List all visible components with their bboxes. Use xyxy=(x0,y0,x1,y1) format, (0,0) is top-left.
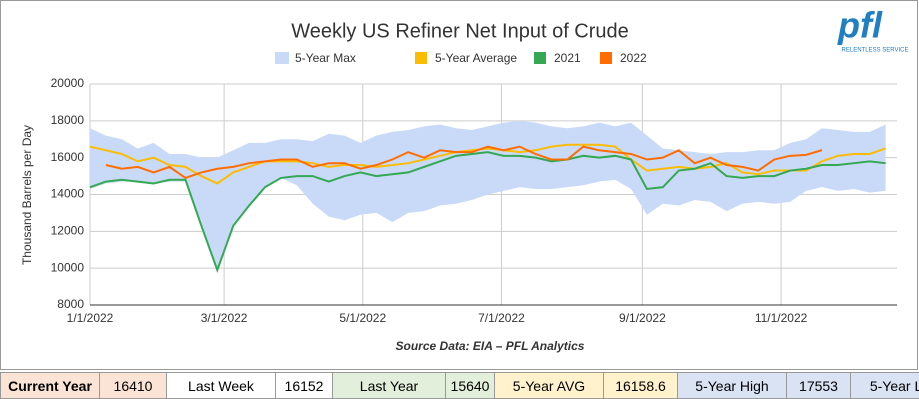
series-line xyxy=(105,145,823,180)
legend-label: 2021 xyxy=(554,51,581,65)
cell-value: 16152 xyxy=(275,372,333,399)
cell-label: Last Year xyxy=(332,372,446,399)
series-line xyxy=(89,143,886,185)
x-tick-label: 11/1/2022 xyxy=(755,311,808,325)
cell-value: 17553 xyxy=(786,372,851,399)
plot: 8000 10000 12000 14000 16000 18000 20000 1/1/20… xyxy=(51,76,897,325)
y-tick-label: 18000 xyxy=(51,113,85,127)
cell-label: Last Week xyxy=(166,372,276,399)
summary-table: Current Year 16410 Last Week 16152 Last Year… xyxy=(0,372,919,399)
summary-row: Current Year 16410 Last Week 16152 Last Year… xyxy=(0,372,919,399)
x-tick-label: 9/1/2022 xyxy=(619,311,666,325)
legend-label: 5-Year Average xyxy=(435,51,517,65)
cell-value: 16158.6 xyxy=(603,372,678,399)
logo-tagline: RELENTLESS SERVICE xyxy=(842,48,909,54)
y-tick-label: 10000 xyxy=(51,260,85,274)
legend: 5-Year Max 5-Year Average 2021 2022 xyxy=(275,51,647,65)
x-tick-label: 5/1/2022 xyxy=(339,311,386,325)
y-tick-label: 16000 xyxy=(51,150,85,164)
chart: Weekly US Refiner Net Input of Crude Tho… xyxy=(0,0,918,370)
cell-label: 5-Year AVG xyxy=(494,372,604,399)
x-tick-label: 1/1/2022 xyxy=(67,311,114,325)
legend-label: 5-Year Max xyxy=(295,51,356,65)
series-line xyxy=(89,151,886,273)
y-tick-label: 14000 xyxy=(51,187,85,201)
legend-swatch xyxy=(534,52,546,64)
logo: pfl xyxy=(837,5,883,46)
cell-label: 5-Year Low xyxy=(850,372,919,399)
legend-swatch xyxy=(415,52,427,64)
cell-value: 15640 xyxy=(445,372,495,399)
legend-swatch xyxy=(600,52,612,64)
y-tick-label: 8000 xyxy=(57,297,84,311)
source-note: Source Data: EIA – PFL Analytics xyxy=(396,339,585,353)
x-tick-label: 3/1/2022 xyxy=(201,311,248,325)
cell-label: 5-Year High xyxy=(677,372,787,399)
legend-swatch xyxy=(275,52,289,64)
chart-title: Weekly US Refiner Net Input of Crude xyxy=(291,20,629,42)
range-band xyxy=(90,120,886,271)
y-tick-label: 12000 xyxy=(51,224,85,238)
legend-label: 2022 xyxy=(620,51,647,65)
y-tick-label: 20000 xyxy=(51,76,85,90)
cell-value: 16410 xyxy=(99,372,167,399)
y-axis-label: Thousand Barrels per Day xyxy=(20,125,34,265)
x-tick-label: 7/1/2022 xyxy=(478,311,525,325)
cell-label: Current Year xyxy=(0,372,100,399)
